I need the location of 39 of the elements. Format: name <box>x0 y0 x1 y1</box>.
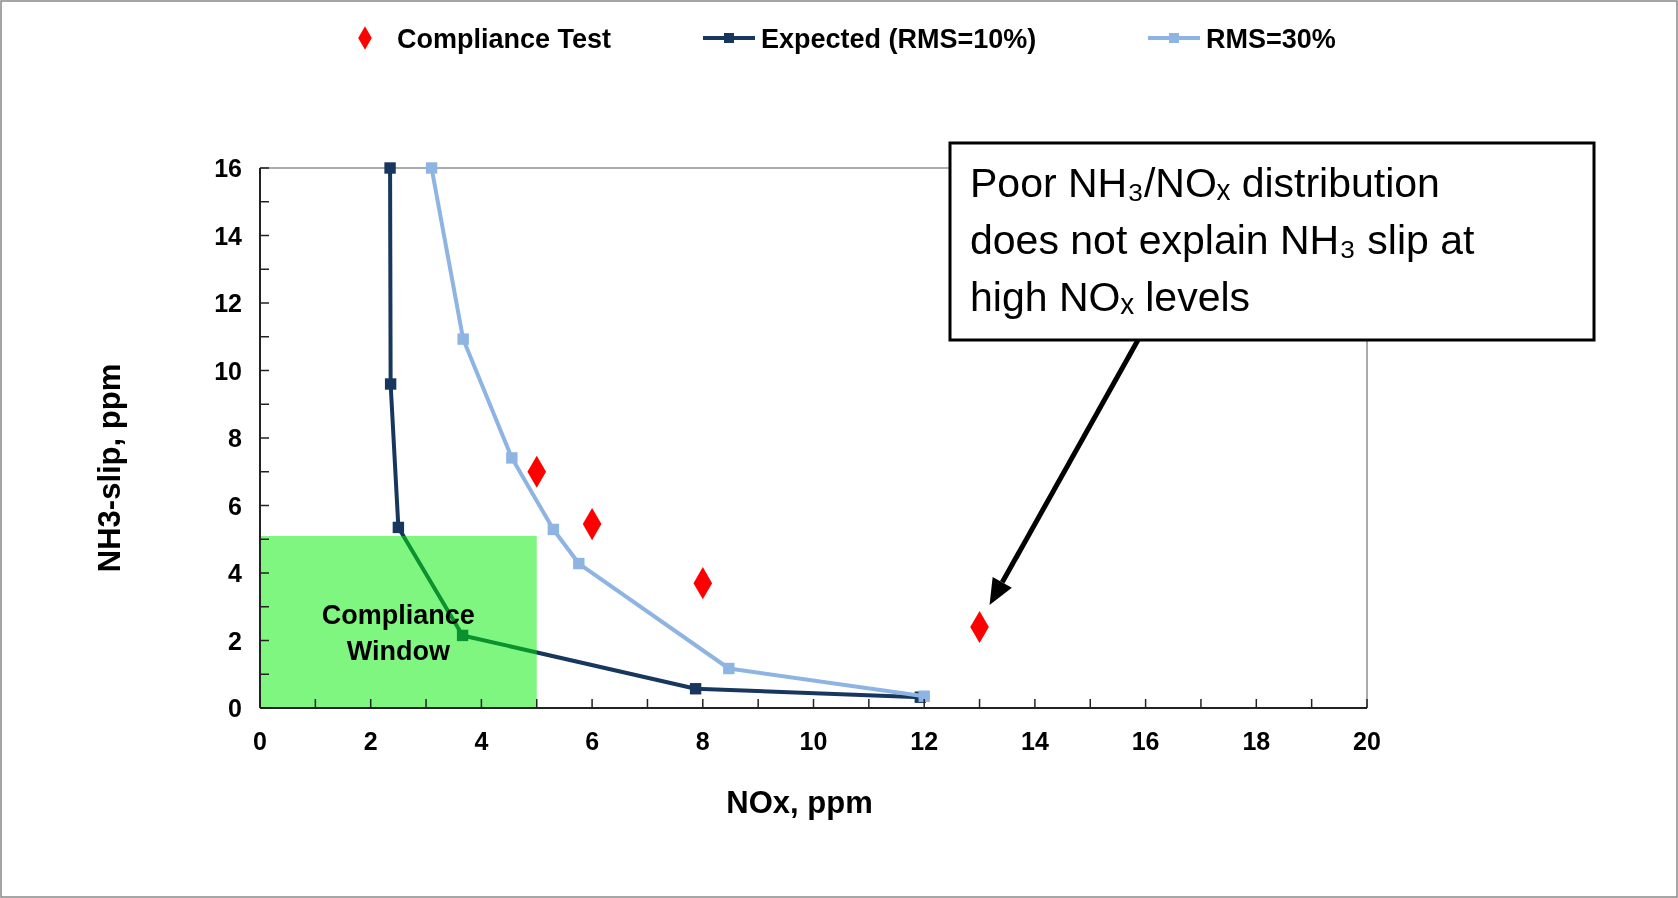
legend-label: RMS=30% <box>1206 24 1336 54</box>
x-tick-label: 0 <box>253 727 267 755</box>
y-tick-label: 14 <box>214 221 243 250</box>
point <box>689 683 702 695</box>
y-tick-label: 10 <box>214 356 242 385</box>
y-tick-label: 0 <box>228 694 242 722</box>
annotation: Compliance Window <box>321 599 475 666</box>
y-axis-title: NH3-slip, ppm <box>92 363 127 573</box>
x-tick-label: 12 <box>910 727 939 755</box>
x-tick-label: 6 <box>585 727 600 755</box>
y-tick-label: 12 <box>214 289 242 317</box>
x-tick-label: 16 <box>1131 727 1160 755</box>
x-tick-label: 10 <box>799 727 828 755</box>
x-tick-label: 14 <box>1020 727 1049 755</box>
point <box>384 162 396 174</box>
y-tick-label: 16 <box>214 154 242 182</box>
point <box>384 378 397 390</box>
point <box>573 557 585 570</box>
y-tick-label: 8 <box>228 424 243 452</box>
point <box>506 452 518 464</box>
x-axis-title: NOx, ppm <box>726 785 873 820</box>
x-tick-label: 2 <box>363 727 378 755</box>
point <box>918 690 930 702</box>
point <box>456 629 469 642</box>
y-tick-label: 6 <box>228 491 242 520</box>
x-tick-label: 18 <box>1242 727 1271 755</box>
x-tick-label: 8 <box>695 727 710 755</box>
x-tick-label: 20 <box>1353 727 1381 755</box>
x-tick-label: 4 <box>474 727 489 755</box>
legend-label: Compliance Test <box>397 24 612 54</box>
point <box>425 162 438 174</box>
annotation: Poor NH₃/NOₓ distribution does not explain NH₃ slip at high NOₓ levels <box>970 160 1486 320</box>
legend-label: Expected (RMS=10%) <box>761 24 1037 54</box>
y-tick-label: 4 <box>228 559 243 587</box>
y-tick-label: 2 <box>228 626 242 655</box>
point <box>457 333 469 345</box>
point <box>723 662 735 675</box>
point <box>547 523 560 536</box>
point <box>392 521 405 534</box>
